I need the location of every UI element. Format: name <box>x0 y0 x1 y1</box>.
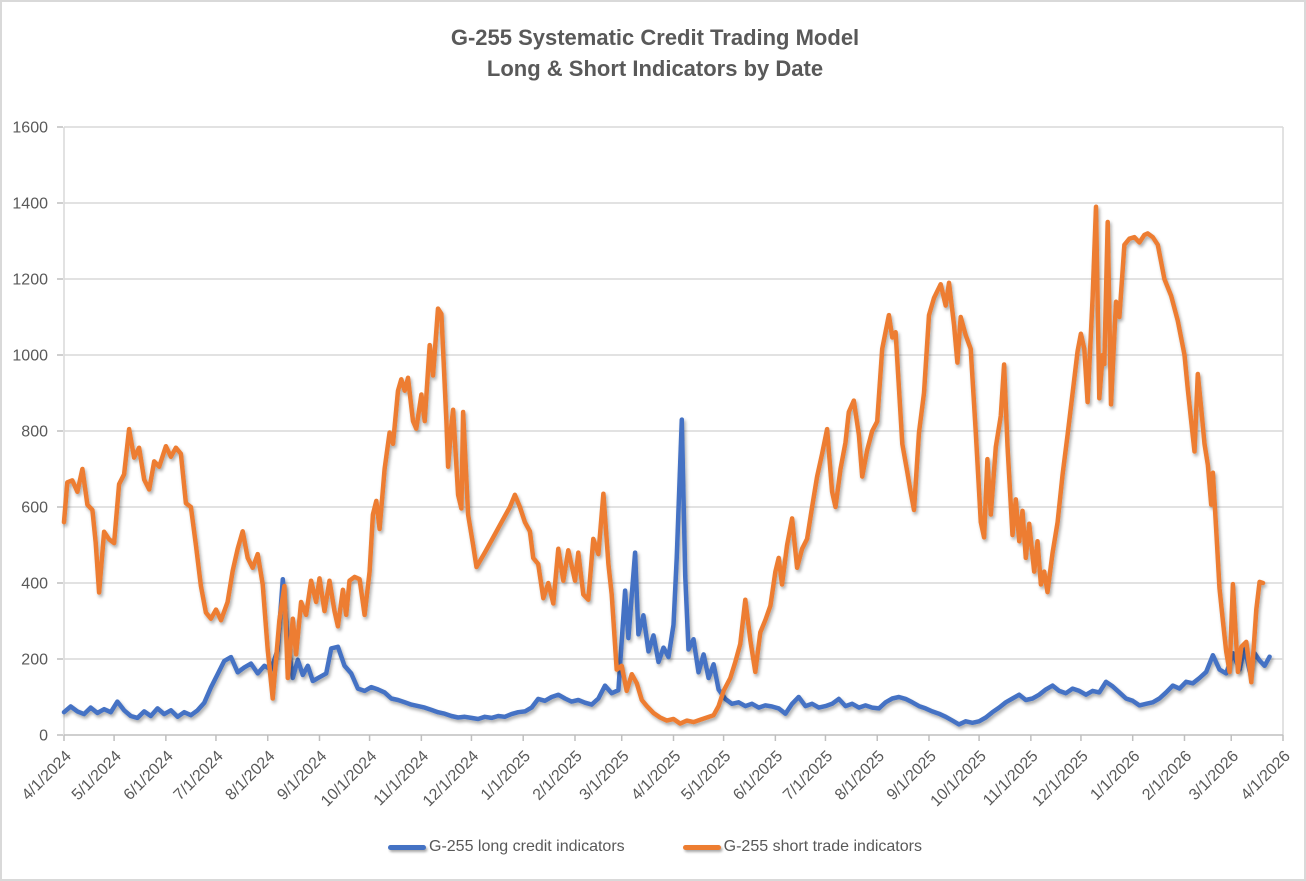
y-tick-label: 1000 <box>12 348 48 365</box>
y-tick-label: 1400 <box>12 196 48 213</box>
x-axis-labels: 4/1/20245/1/20246/1/20247/1/20248/1/2024… <box>19 748 1294 810</box>
x-tick-label: 3/1/2025 <box>577 748 633 804</box>
long-series-label: G-255 long credit indicators <box>429 838 625 855</box>
x-tick-label: 8/1/2025 <box>832 748 888 804</box>
gridlines <box>64 126 1283 660</box>
x-tick-label: 8/1/2024 <box>222 748 278 804</box>
short-series-line <box>61 204 1266 726</box>
x-tick-label: 2/1/2026 <box>1139 748 1195 804</box>
x-tick-label: 3/1/2026 <box>1186 748 1242 804</box>
legend-item-short: G-255 short trade indicators <box>682 838 922 856</box>
y-tick-label: 800 <box>21 424 48 441</box>
chart-title-line1: G-255 Systematic Credit Trading Model <box>450 25 860 50</box>
y-tick-label: 200 <box>21 652 48 669</box>
x-tick-label: 4/1/2026 <box>1238 748 1294 804</box>
y-tick-label: 1200 <box>12 272 48 289</box>
x-tick-label: 6/1/2025 <box>730 748 786 804</box>
x-tick-label: 7/1/2024 <box>171 748 227 804</box>
y-axis: 0 200 400 600 800 1000 1200 1400 1600 <box>12 120 63 745</box>
x-tick-label: 6/1/2024 <box>121 748 177 804</box>
long-series-swatch <box>388 844 426 850</box>
x-axis <box>63 734 1284 741</box>
x-tick-label: 4/1/2024 <box>19 748 75 804</box>
x-tick-label: 1/1/2025 <box>478 748 534 804</box>
x-tick-label: 5/1/2025 <box>678 748 734 804</box>
legend: G-255 long credit indicators G-255 short… <box>2 838 1304 856</box>
x-tick-label: 4/1/2025 <box>628 748 684 804</box>
y-tick-label: 600 <box>21 500 48 517</box>
y-tick-label: 400 <box>21 576 48 593</box>
x-tick-label: 5/1/2024 <box>69 748 125 804</box>
chart-title: G-255 Systematic Credit Trading Model Lo… <box>2 22 1304 84</box>
long-series-line <box>61 417 1272 727</box>
legend-item-long: G-255 long credit indicators <box>388 838 625 856</box>
y-tick-label: 1600 <box>12 120 48 137</box>
x-tick-label: 1/1/2026 <box>1087 748 1143 804</box>
short-series-label: G-255 short trade indicators <box>723 838 922 855</box>
chart-title-line2: Long & Short Indicators by Date <box>486 56 824 81</box>
plot-borders <box>63 127 1284 735</box>
y-tick-label: 0 <box>39 728 48 745</box>
short-series-swatch <box>682 844 721 850</box>
x-tick-label: 7/1/2025 <box>780 748 836 804</box>
x-tick-label: 2/1/2025 <box>530 748 586 804</box>
